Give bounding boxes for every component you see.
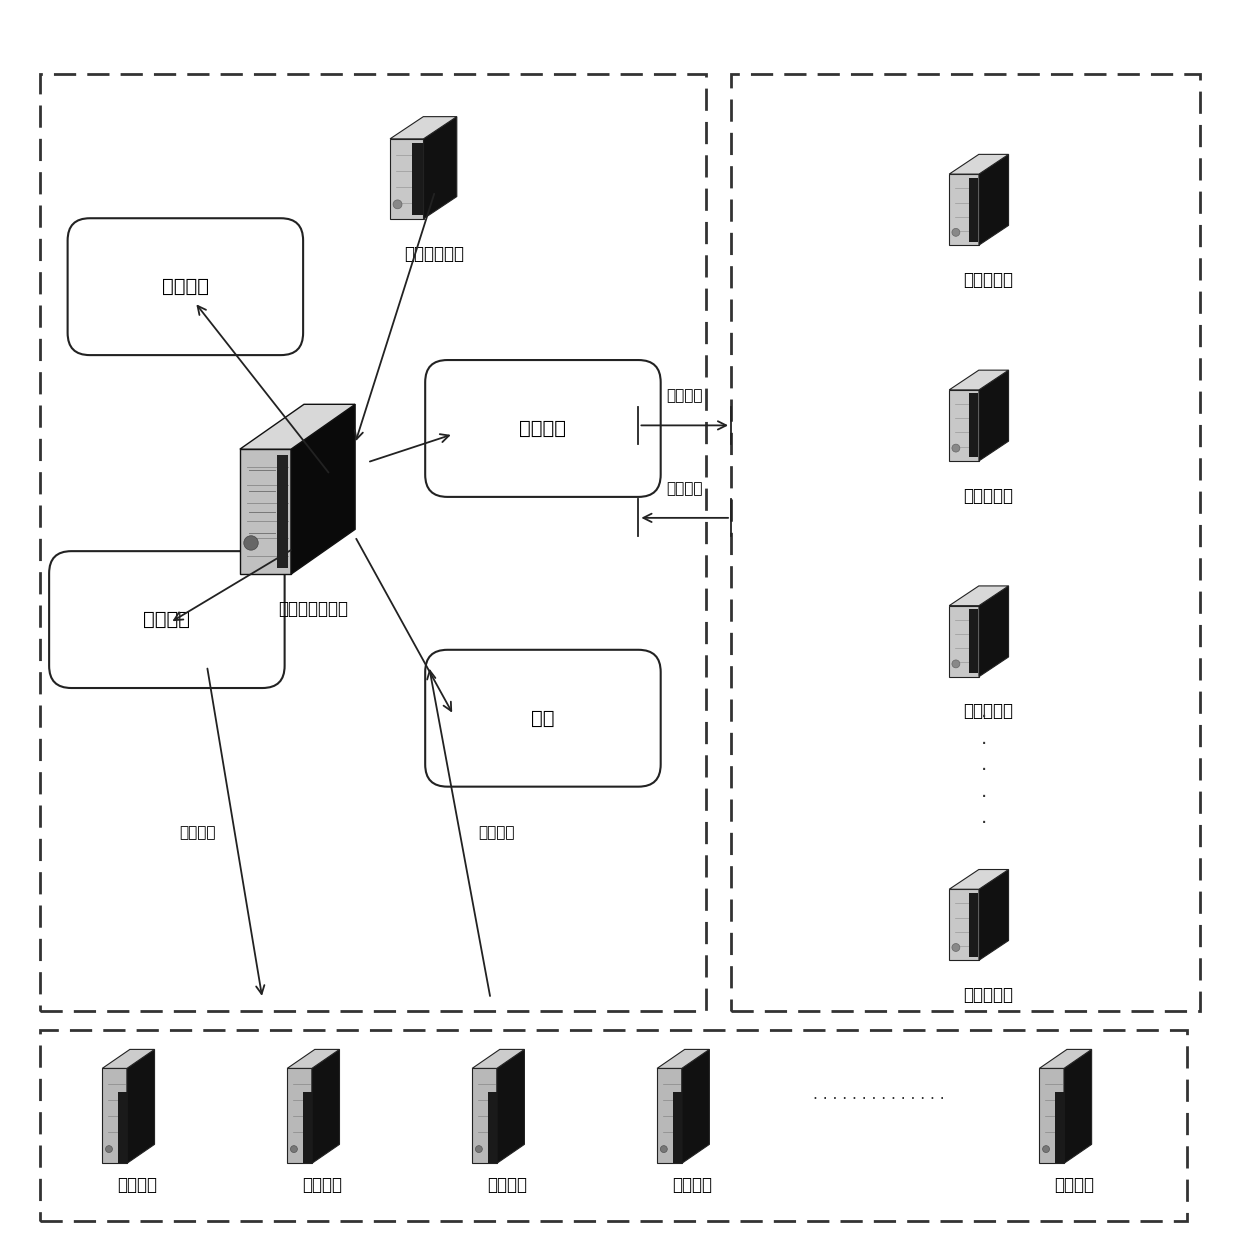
- Text: 局点数据: 局点数据: [487, 1176, 527, 1195]
- Polygon shape: [673, 1092, 682, 1164]
- Polygon shape: [102, 1049, 155, 1068]
- Polygon shape: [968, 893, 978, 957]
- Circle shape: [290, 1145, 298, 1153]
- Circle shape: [244, 535, 258, 550]
- Circle shape: [475, 1145, 482, 1153]
- Polygon shape: [949, 586, 1008, 605]
- Polygon shape: [424, 117, 456, 218]
- Circle shape: [661, 1145, 667, 1153]
- Polygon shape: [949, 370, 1008, 390]
- Text: · · · · · · · · · · · · · ·: · · · · · · · · · · · · · ·: [813, 1092, 945, 1107]
- Circle shape: [952, 943, 960, 952]
- Polygon shape: [1039, 1049, 1091, 1068]
- Polygon shape: [126, 1049, 155, 1164]
- Text: ·
·
·
·
·: · · · · ·: [981, 708, 987, 834]
- Polygon shape: [968, 393, 978, 457]
- Polygon shape: [968, 609, 978, 673]
- Circle shape: [1043, 1145, 1049, 1153]
- Text: 局点数据: 局点数据: [118, 1176, 157, 1195]
- Polygon shape: [239, 404, 355, 449]
- FancyBboxPatch shape: [68, 218, 303, 355]
- Polygon shape: [391, 117, 456, 139]
- Polygon shape: [949, 154, 1008, 174]
- Polygon shape: [288, 1068, 312, 1164]
- Text: 拨测服务器: 拨测服务器: [963, 487, 1013, 504]
- Text: 拨测服务器: 拨测服务器: [963, 986, 1013, 1004]
- Polygon shape: [472, 1049, 525, 1068]
- Polygon shape: [391, 139, 424, 218]
- Polygon shape: [118, 1092, 126, 1164]
- Text: 拨测服务器: 拨测服务器: [963, 271, 1013, 289]
- Polygon shape: [288, 1049, 340, 1068]
- Text: 局点数据: 局点数据: [672, 1176, 712, 1195]
- Text: 入库数据: 入库数据: [479, 825, 515, 840]
- Polygon shape: [657, 1068, 682, 1164]
- Text: 任务下发: 任务下发: [520, 419, 567, 438]
- Text: 数据采集: 数据采集: [144, 610, 191, 629]
- Polygon shape: [949, 174, 978, 245]
- Polygon shape: [968, 178, 978, 242]
- Circle shape: [393, 200, 402, 208]
- FancyBboxPatch shape: [425, 360, 661, 497]
- Polygon shape: [949, 605, 978, 677]
- Polygon shape: [277, 455, 288, 568]
- Polygon shape: [497, 1049, 525, 1164]
- Circle shape: [952, 228, 960, 237]
- Text: 局点数据: 局点数据: [1054, 1176, 1095, 1195]
- Polygon shape: [472, 1068, 497, 1164]
- Polygon shape: [682, 1049, 709, 1164]
- Polygon shape: [1039, 1068, 1064, 1164]
- Circle shape: [105, 1145, 113, 1153]
- Circle shape: [952, 660, 960, 668]
- Polygon shape: [978, 370, 1008, 461]
- Circle shape: [952, 444, 960, 453]
- Polygon shape: [312, 1049, 340, 1164]
- Polygon shape: [978, 586, 1008, 677]
- Text: 数据采集: 数据采集: [180, 825, 216, 840]
- Polygon shape: [102, 1068, 126, 1164]
- Polygon shape: [949, 889, 978, 961]
- Polygon shape: [657, 1049, 709, 1068]
- Text: 发包日志: 发包日志: [666, 481, 703, 496]
- Text: 拨测服务器: 拨测服务器: [963, 703, 1013, 720]
- Polygon shape: [412, 143, 423, 215]
- Polygon shape: [978, 154, 1008, 245]
- Text: 告警: 告警: [531, 709, 554, 727]
- Polygon shape: [949, 869, 1008, 889]
- Text: 任务下发: 任务下发: [666, 388, 703, 403]
- Polygon shape: [1055, 1092, 1064, 1164]
- Polygon shape: [239, 449, 291, 575]
- Polygon shape: [487, 1092, 497, 1164]
- Polygon shape: [1064, 1049, 1091, 1164]
- Polygon shape: [949, 390, 978, 461]
- FancyBboxPatch shape: [425, 650, 661, 787]
- Polygon shape: [291, 404, 355, 575]
- Polygon shape: [978, 869, 1008, 961]
- FancyBboxPatch shape: [50, 551, 285, 688]
- Text: 局点数据: 局点数据: [303, 1176, 342, 1195]
- Text: 控制中心服务器: 控制中心服务器: [279, 600, 348, 618]
- Polygon shape: [303, 1092, 312, 1164]
- Text: 数据库服务器: 数据库服务器: [404, 245, 465, 264]
- Text: 数据分析: 数据分析: [162, 277, 208, 296]
